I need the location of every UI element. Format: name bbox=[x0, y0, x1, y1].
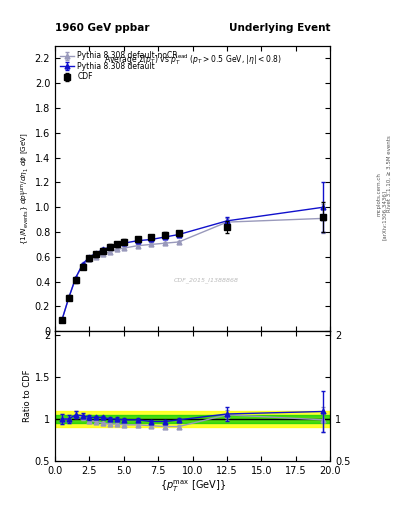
Text: CDF_2015_I1388868: CDF_2015_I1388868 bbox=[174, 277, 239, 283]
Text: Average $\Sigma(p_T)$ vs $p_T^\mathrm{lead}$ ($p_T > 0.5$ GeV, $|\eta| < 0.8$): Average $\Sigma(p_T)$ vs $p_T^\mathrm{le… bbox=[104, 52, 281, 67]
Y-axis label: $\{1/N_\mathrm{events}\}\ dp_T^\mathrm{sum}/d\eta_1\ d\phi\ [\mathrm{GeV}]$: $\{1/N_\mathrm{events}\}\ dp_T^\mathrm{s… bbox=[20, 132, 32, 245]
Text: 1960 GeV ppbar: 1960 GeV ppbar bbox=[55, 23, 149, 33]
Y-axis label: Ratio to CDF: Ratio to CDF bbox=[23, 370, 32, 422]
Text: Rivet 3.1.10, ≥ 3.5M events: Rivet 3.1.10, ≥ 3.5M events bbox=[387, 136, 391, 212]
X-axis label: $\{p_T^\mathrm{max}\ [\mathrm{GeV}]\}$: $\{p_T^\mathrm{max}\ [\mathrm{GeV}]\}$ bbox=[160, 478, 226, 494]
Bar bbox=[55, 411, 330, 428]
Text: Underlying Event: Underlying Event bbox=[229, 23, 330, 33]
Bar bbox=[55, 415, 330, 423]
Legend: Pythia 8.308 default-noCR, Pythia 8.308 default, CDF: Pythia 8.308 default-noCR, Pythia 8.308 … bbox=[59, 50, 179, 83]
Text: [arXiv:1306.3436]: [arXiv:1306.3436] bbox=[382, 190, 387, 240]
Text: mcplots.cern.ch: mcplots.cern.ch bbox=[377, 173, 382, 217]
